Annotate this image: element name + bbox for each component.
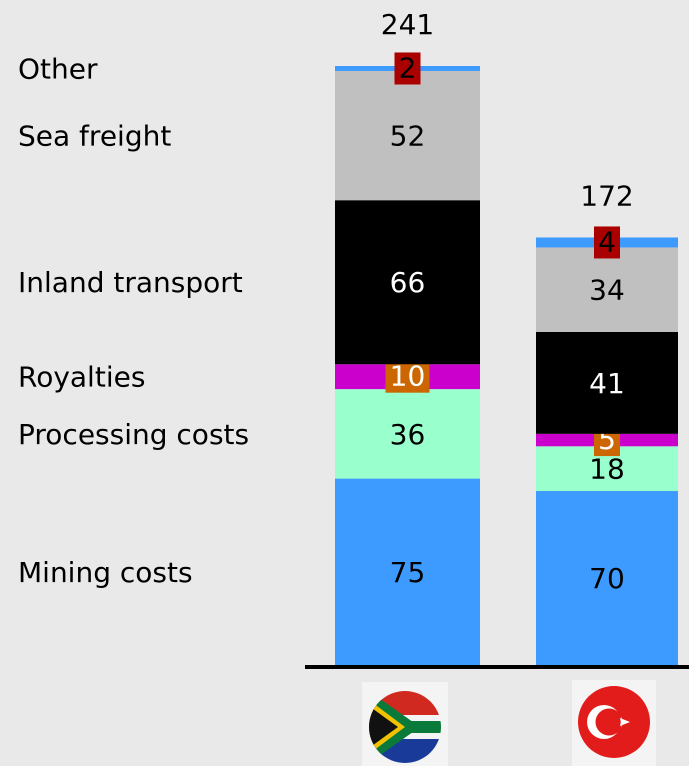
segment-label: 66	[390, 266, 426, 299]
label-box	[594, 226, 620, 259]
bar-segment	[335, 389, 480, 479]
segment-label: 2	[399, 51, 417, 84]
segment-label: 18	[589, 453, 625, 486]
segment-label: 10	[390, 360, 426, 393]
legend-label: Other	[18, 52, 98, 85]
segment-label: 4	[598, 225, 616, 258]
legend-label: Processing costs	[18, 418, 249, 451]
bar-segment	[536, 491, 678, 665]
segment-label: 75	[390, 556, 426, 589]
flag-south-africa	[362, 682, 448, 766]
label-box	[394, 52, 421, 85]
segment-label: 52	[390, 120, 426, 153]
legend-label: Sea freight	[18, 120, 171, 153]
bar-segment	[536, 331, 678, 434]
label-box	[385, 360, 430, 393]
bar-segment	[335, 200, 480, 365]
total-label: 172	[580, 179, 633, 212]
segment-label: 41	[589, 367, 625, 400]
flag-turkey	[572, 680, 656, 766]
bar-segment	[335, 70, 480, 201]
legend-label: Inland transport	[18, 266, 243, 299]
legend-label: Mining costs	[18, 556, 193, 589]
segment-label: 34	[589, 274, 625, 307]
segment-label: 36	[390, 418, 426, 451]
total-label: 241	[381, 8, 434, 41]
bar-segment	[335, 478, 480, 665]
legend-label: Royalties	[18, 361, 145, 394]
segment-label: 70	[589, 562, 625, 595]
bar-segment	[536, 247, 678, 332]
